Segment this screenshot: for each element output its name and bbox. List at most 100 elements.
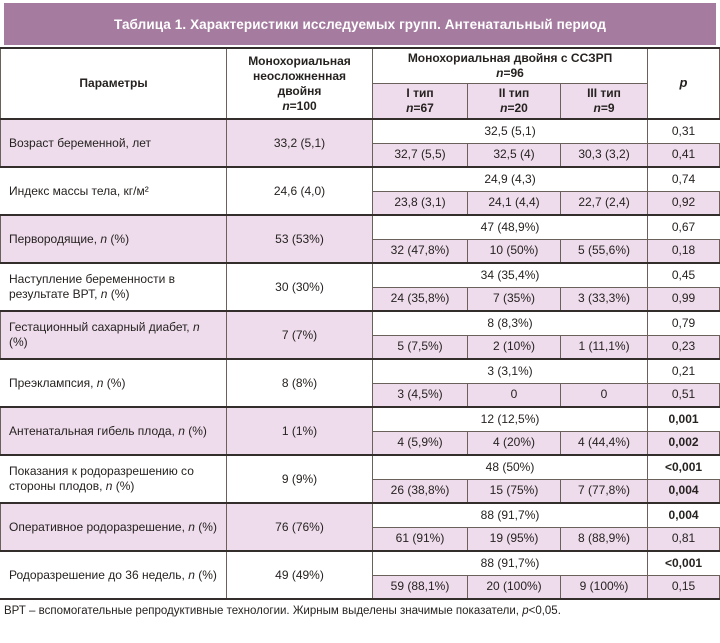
table-subrow: 3 (4,5%) 0 0 0,51 (1, 382, 720, 408)
p-types-cell: 0,51 (647, 382, 720, 408)
type2-value-cell: 2 (10%) (467, 334, 561, 360)
p-overall-cell: 0,21 (647, 358, 720, 384)
table-row: Преэклампсия, n (%) 8 (8%) 3 (3,1%) 0,21 (0, 358, 720, 408)
uncomplicated-value-cell: 53 (53%) (226, 214, 373, 264)
type2-value-cell: 7 (35%) (467, 286, 561, 312)
parameter-cell: Показания к родоразрешению со стороны пл… (0, 454, 227, 504)
uncomplicated-value-cell: 24,6 (4,0) (226, 166, 373, 216)
table-row: Антенатальная гибель плода, n (%) 1 (1%)… (0, 406, 720, 456)
sszrp-overall-value-cell: 24,9 (4,3) (371, 166, 649, 192)
table-subrow: 24 (35,8%) 7 (35%) 3 (33,3%) 0,99 (1, 286, 720, 312)
uncomplicated-value-cell: 30 (30%) (226, 262, 373, 312)
parameter-cell: Антенатальная гибель плода, n (%) (0, 406, 227, 456)
sszrp-overall-value-cell: 47 (48,9%) (371, 214, 649, 240)
characteristics-table: Параметры Монохориальная неосложненная д… (0, 47, 720, 600)
parameter-cell: Преэклампсия, n (%) (0, 358, 227, 408)
type3-value-cell: 9 (100%) (559, 574, 649, 600)
table-subrow: 59 (88,1%) 20 (100%) 9 (100%) 0,15 (1, 574, 720, 600)
uncomplicated-value-cell: 9 (9%) (226, 454, 373, 504)
type3-value-cell: 4 (44,4%) (559, 430, 649, 456)
table-row: Гестационный сахарный диабет, n (%) 7 (7… (0, 310, 720, 360)
header-uncomplicated-group: Монохориальная неосложненная двойня n=10… (226, 47, 373, 120)
sszrp-overall-value-cell: 48 (50%) (371, 454, 649, 480)
p-overall-cell: 0,001 (647, 406, 720, 432)
type1-value-cell: 26 (38,8%) (372, 478, 468, 504)
p-types-cell: 0,15 (647, 574, 720, 600)
parameter-cell: Гестационный сахарный диабет, n (%) (0, 310, 227, 360)
type1-value-cell: 5 (7,5%) (372, 334, 468, 360)
p-overall-cell: <0,001 (647, 454, 720, 480)
uncomplicated-value-cell: 7 (7%) (226, 310, 373, 360)
sszrp-overall-value-cell: 34 (35,4%) (371, 262, 649, 288)
table-row: Индекс массы тела, кг/м² 24,6 (4,0) 24,9… (0, 166, 720, 216)
p-overall-cell: 0,45 (647, 262, 720, 288)
header-parameters: Параметры (0, 47, 227, 120)
type1-value-cell: 61 (91%) (372, 526, 468, 552)
type3-value-cell: 5 (55,6%) (559, 238, 649, 264)
type3-value-cell: 8 (88,9%) (559, 526, 649, 552)
table-subrow: 32 (47,8%) 10 (50%) 5 (55,6%) 0,18 (1, 238, 720, 264)
type1-value-cell: 59 (88,1%) (372, 574, 468, 600)
parameter-cell: Наступление беременности в результате ВР… (0, 262, 227, 312)
table-title: Таблица 1. Характеристики исследуемых гр… (113, 16, 607, 32)
table-subrow: 4 (5,9%) 4 (20%) 4 (44,4%) 0,002 (1, 430, 720, 456)
header-type2: II тип n=20 (467, 83, 561, 120)
parameter-cell: Родоразрешение до 36 недель, n (%) (0, 550, 227, 600)
p-overall-cell: 0,31 (647, 118, 720, 144)
header-sszrp-group: Монохориальная двойня с ССЗРП n=96 (371, 47, 649, 84)
p-overall-cell: 0,004 (647, 502, 720, 528)
table-subrow: 23,8 (3,1) 24,1 (4,4) 22,7 (2,4) 0,92 (1, 190, 720, 216)
sszrp-overall-value-cell: 3 (3,1%) (371, 358, 649, 384)
type3-value-cell: 22,7 (2,4) (559, 190, 649, 216)
table-subrow: 61 (91%) 19 (95%) 8 (88,9%) 0,81 (1, 526, 720, 552)
parameter-cell: Оперативное родоразрешение, n (%) (0, 502, 227, 552)
type2-value-cell: 24,1 (4,4) (467, 190, 561, 216)
p-overall-cell: 0,79 (647, 310, 720, 336)
table-title-bar: Таблица 1. Характеристики исследуемых гр… (4, 3, 716, 45)
p-types-cell: 0,18 (647, 238, 720, 264)
type2-value-cell: 0 (467, 382, 561, 408)
header-type3: III тип n=9 (559, 83, 649, 120)
type3-value-cell: 0 (559, 382, 649, 408)
uncomplicated-value-cell: 49 (49%) (226, 550, 373, 600)
uncomplicated-value-cell: 1 (1%) (226, 406, 373, 456)
p-types-cell: 0,99 (647, 286, 720, 312)
uncomplicated-value-cell: 76 (76%) (226, 502, 373, 552)
sszrp-overall-value-cell: 32,5 (5,1) (371, 118, 649, 144)
table-row: Наступление беременности в результате ВР… (0, 262, 720, 312)
sszrp-overall-value-cell: 12 (12,5%) (371, 406, 649, 432)
table-figure: Таблица 1. Характеристики исследуемых гр… (0, 3, 720, 643)
table-header: Параметры Монохориальная неосложненная д… (0, 47, 720, 120)
table-subrow: 32,7 (5,5) 32,5 (4) 30,3 (3,2) 0,41 (1, 142, 720, 168)
type2-value-cell: 32,5 (4) (467, 142, 561, 168)
table-body: Возраст беременной, лет 33,2 (5,1) 32,5 … (0, 118, 720, 600)
type2-value-cell: 10 (50%) (467, 238, 561, 264)
uncomplicated-value-cell: 33,2 (5,1) (226, 118, 373, 168)
type2-value-cell: 4 (20%) (467, 430, 561, 456)
parameter-cell: Индекс массы тела, кг/м² (0, 166, 227, 216)
type3-value-cell: 7 (77,8%) (559, 478, 649, 504)
parameter-cell: Возраст беременной, лет (0, 118, 227, 168)
sszrp-overall-value-cell: 88 (91,7%) (371, 502, 649, 528)
type2-value-cell: 20 (100%) (467, 574, 561, 600)
type1-value-cell: 23,8 (3,1) (372, 190, 468, 216)
type3-value-cell: 30,3 (3,2) (559, 142, 649, 168)
table-row: Оперативное родоразрешение, n (%) 76 (76… (0, 502, 720, 552)
sszrp-overall-value-cell: 88 (91,7%) (371, 550, 649, 576)
type1-value-cell: 4 (5,9%) (372, 430, 468, 456)
header-p-value: p (647, 47, 720, 120)
parameter-cell: Первородящие, n (%) (0, 214, 227, 264)
p-overall-cell: 0,67 (647, 214, 720, 240)
table-row: Возраст беременной, лет 33,2 (5,1) 32,5 … (0, 118, 720, 168)
type2-value-cell: 15 (75%) (467, 478, 561, 504)
p-types-cell: 0,004 (647, 478, 720, 504)
p-types-cell: 0,81 (647, 526, 720, 552)
table-row: Первородящие, n (%) 53 (53%) 47 (48,9%) … (0, 214, 720, 264)
p-types-cell: 0,23 (647, 334, 720, 360)
uncomplicated-value-cell: 8 (8%) (226, 358, 373, 408)
p-types-cell: 0,002 (647, 430, 720, 456)
type1-value-cell: 24 (35,8%) (372, 286, 468, 312)
type3-value-cell: 3 (33,3%) (559, 286, 649, 312)
table-row: Родоразрешение до 36 недель, n (%) 49 (4… (0, 550, 720, 600)
table-row: Показания к родоразрешению со стороны пл… (0, 454, 720, 504)
